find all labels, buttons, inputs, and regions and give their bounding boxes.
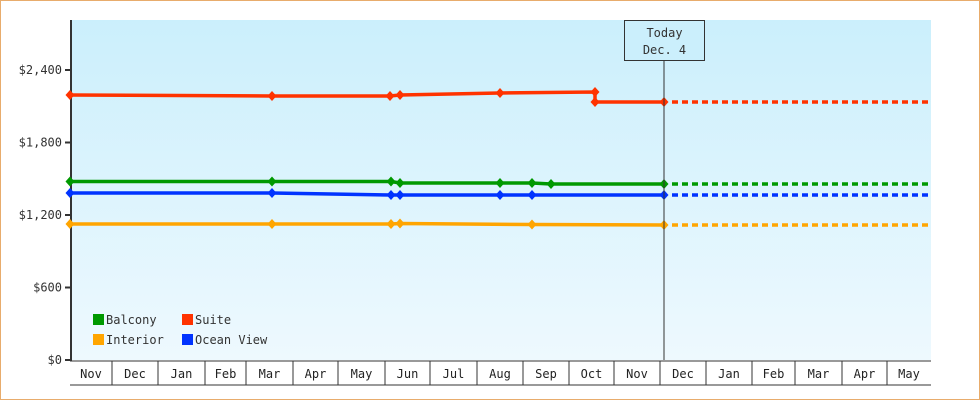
y-tick-label: $600 [33, 281, 62, 295]
x-tick-label: Jan [171, 367, 193, 381]
x-tick-label: Apr [305, 367, 327, 381]
x-tick-label: Mar [259, 367, 281, 381]
x-tick-label: Dec [672, 367, 694, 381]
series-balcony [65, 176, 931, 189]
data-point-marker[interactable] [495, 88, 505, 98]
data-point-marker[interactable] [267, 91, 277, 101]
x-tick-label: Sep [535, 367, 557, 381]
y-tick-label: $1,200 [19, 208, 62, 222]
legend-swatch [93, 334, 104, 345]
x-tick-label: Oct [581, 367, 603, 381]
data-point-marker[interactable] [386, 219, 396, 229]
x-tick-label: Mar [808, 367, 830, 381]
today-label-box [624, 20, 705, 61]
data-point-marker[interactable] [495, 190, 505, 200]
x-tick-label: Feb [763, 367, 785, 381]
x-tick-label: May [351, 367, 373, 381]
plot-area [71, 20, 931, 360]
legend-item-balcony[interactable]: Balcony [93, 313, 157, 327]
data-point-marker[interactable] [65, 188, 75, 198]
legend-swatch [182, 314, 193, 325]
legend-swatch [182, 334, 193, 345]
data-point-marker[interactable] [65, 176, 75, 187]
legend-item-suite[interactable]: Suite [182, 313, 231, 327]
x-tick-label: Jul [443, 367, 465, 381]
data-point-marker[interactable] [395, 218, 405, 229]
legend-label: Interior [106, 333, 164, 347]
x-tick-label: Jan [718, 367, 740, 381]
today-date: Dec. 4 [643, 43, 686, 57]
legend-item-interior[interactable]: Interior [93, 333, 164, 347]
y-tick-label: $0 [48, 353, 62, 367]
data-point-marker[interactable] [386, 176, 396, 187]
data-point-marker[interactable] [267, 219, 277, 229]
x-tick-label: Apr [854, 367, 876, 381]
data-point-marker[interactable] [386, 190, 396, 200]
data-point-marker[interactable] [65, 90, 75, 100]
y-tick-label: $2,400 [19, 63, 62, 77]
legend-label: Balcony [106, 313, 157, 327]
y-tick-label: $1,800 [19, 136, 62, 150]
x-tick-label: Nov [626, 367, 648, 381]
legend: Balcony Suite Interior Ocean View [93, 313, 268, 347]
data-point-marker[interactable] [527, 178, 537, 188]
data-point-marker[interactable] [395, 178, 405, 188]
data-point-marker[interactable] [267, 188, 277, 198]
data-point-marker[interactable] [267, 176, 277, 187]
data-point-marker[interactable] [527, 190, 537, 200]
legend-item-ocean-view[interactable]: Ocean View [182, 333, 268, 347]
data-point-marker[interactable] [395, 190, 405, 200]
data-point-marker[interactable] [527, 219, 537, 230]
series-ocean-view [65, 188, 931, 200]
y-axis: $0 $600 $1,200 $1,800 $2,400 [19, 20, 72, 367]
data-point-marker[interactable] [495, 178, 505, 188]
today-label: Today [646, 26, 682, 40]
x-tick-label: Feb [215, 367, 237, 381]
data-point-marker[interactable] [546, 179, 556, 189]
data-point-marker[interactable] [590, 87, 600, 97]
x-tick-label: Nov [80, 367, 102, 381]
x-tick-label: May [898, 367, 920, 381]
series-lines [65, 87, 931, 230]
legend-swatch [93, 314, 104, 325]
series-suite [65, 87, 931, 107]
today-marker: Today Dec. 4 [624, 20, 705, 360]
legend-label: Ocean View [195, 333, 268, 347]
legend-label: Suite [195, 313, 231, 327]
x-tick-label: Jun [397, 367, 419, 381]
x-axis: Nov Dec Jan Feb Mar Apr May Jun Jul Aug Sep Oct Nov D… [70, 360, 931, 386]
series-interior [65, 218, 931, 230]
data-point-marker[interactable] [590, 97, 600, 107]
data-point-marker[interactable] [385, 91, 395, 101]
data-point-marker[interactable] [65, 219, 75, 229]
data-point-marker[interactable] [395, 90, 405, 100]
x-tick-label: Aug [489, 367, 511, 381]
x-tick-label: Dec [124, 367, 146, 381]
